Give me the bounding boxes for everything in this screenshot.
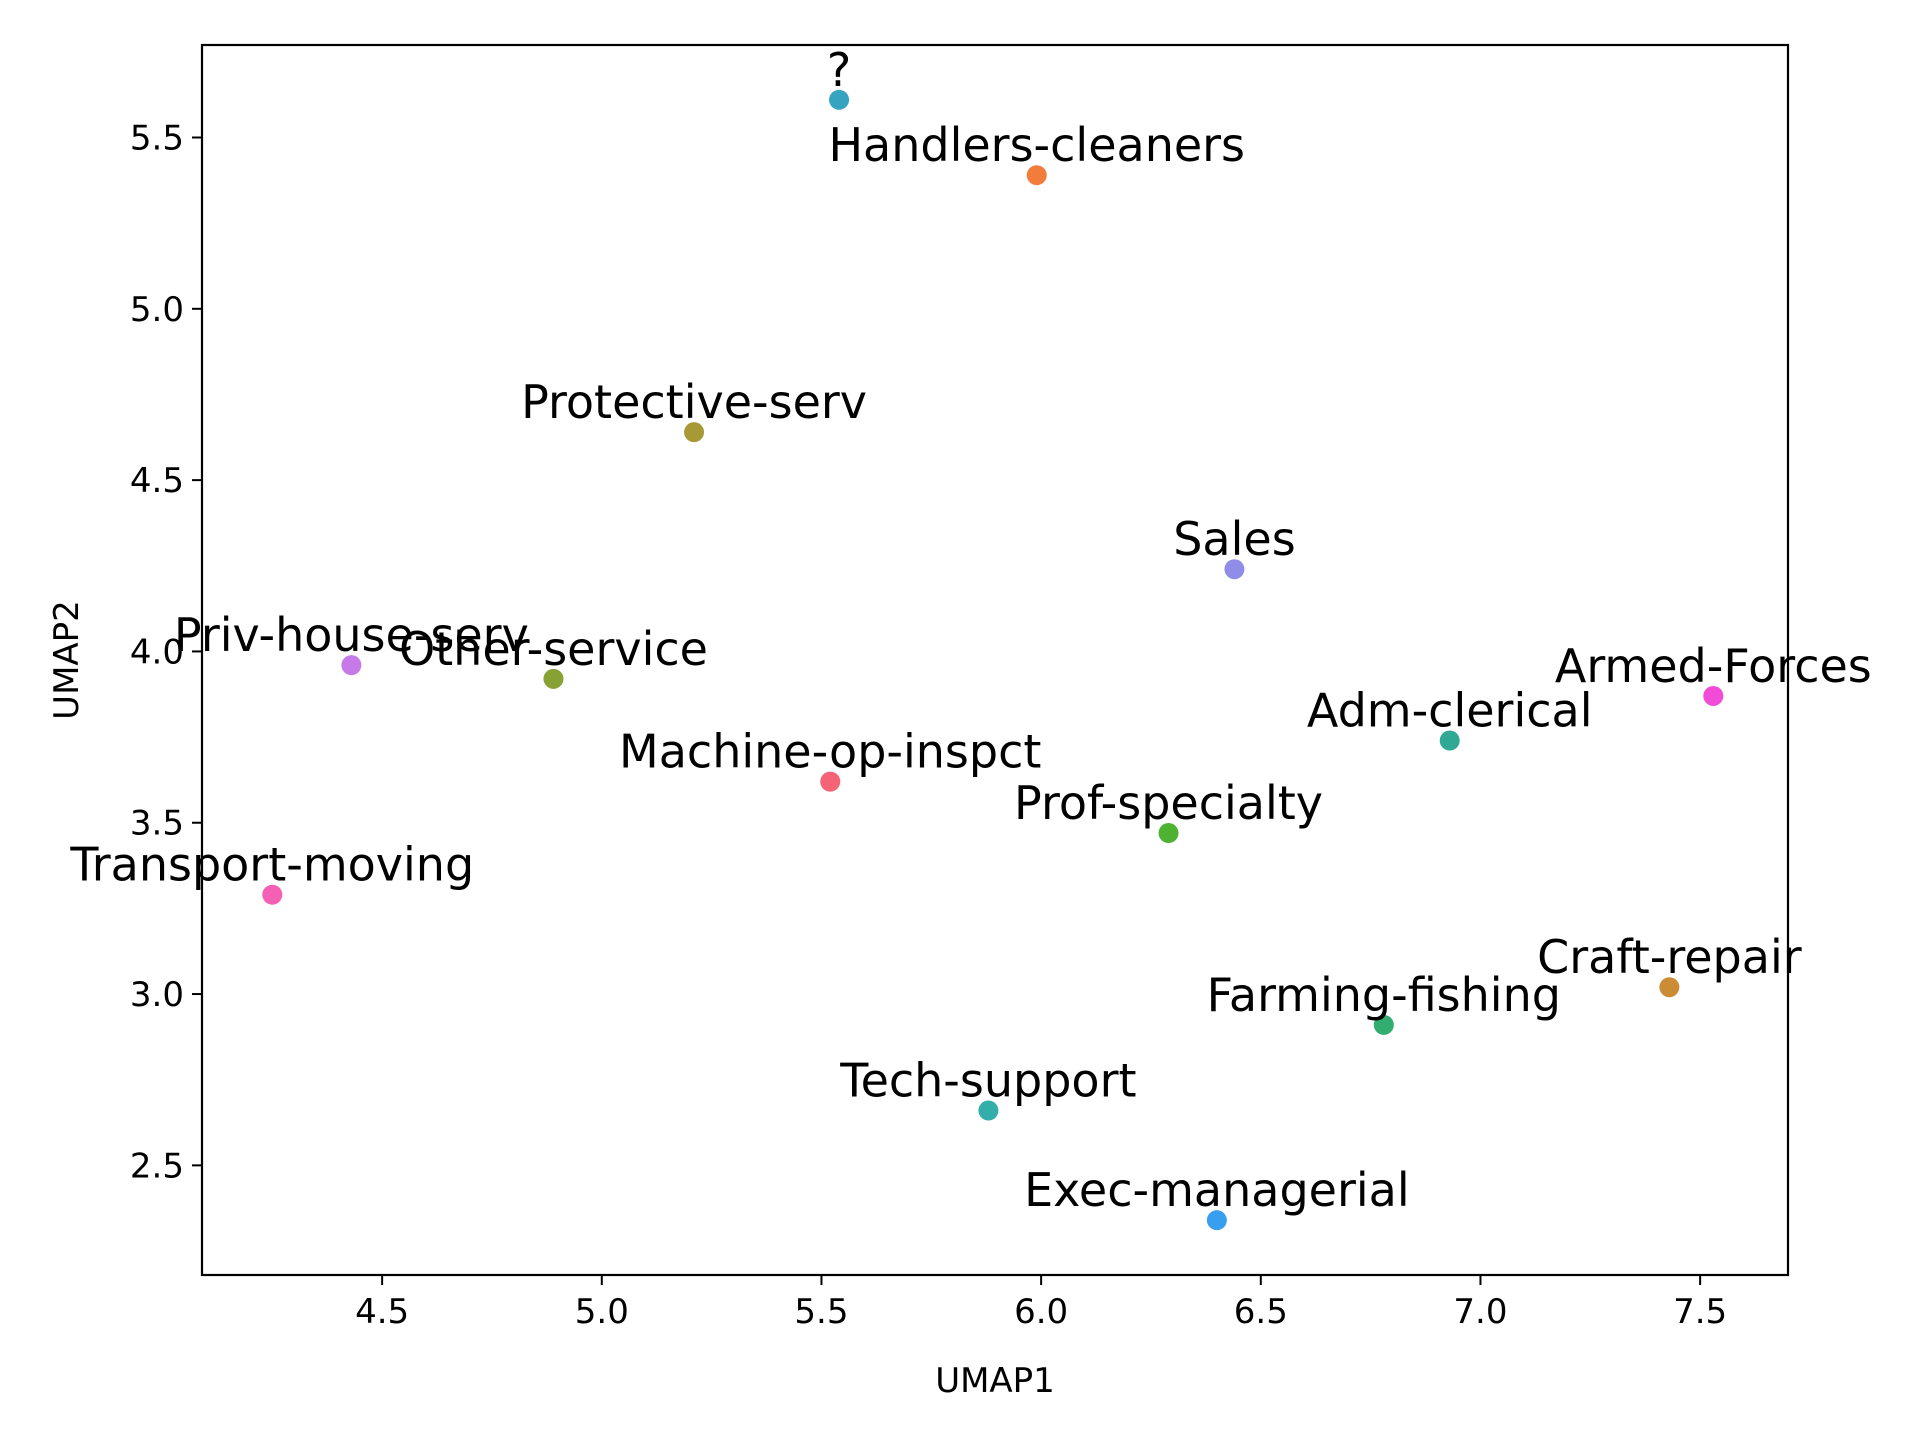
data-point-label: Machine-op-inspct <box>619 725 1041 779</box>
y-axis-label: UMAP2 <box>47 600 87 720</box>
data-point <box>1206 1210 1227 1231</box>
data-point <box>341 655 362 676</box>
data-point <box>820 771 841 792</box>
data-labels: ? Handlers-cleaners Protective-serv Sales Pr… <box>69 43 1871 1217</box>
data-point <box>1659 977 1680 998</box>
plot-area-frame <box>200 43 1790 1277</box>
x-tick-label: 4.5 <box>355 1292 409 1332</box>
data-point <box>1373 1014 1394 1035</box>
data-point <box>1224 559 1245 580</box>
x-tick-label: 7.5 <box>1673 1292 1727 1332</box>
data-point-label: ? <box>827 43 851 97</box>
data-point-label: Adm-clerical <box>1307 684 1593 738</box>
x-axis-label: UMAP1 <box>935 1361 1055 1401</box>
data-point <box>978 1100 999 1121</box>
data-point <box>1158 823 1179 844</box>
x-axis-ticks: 4.5 5.0 5.5 6.0 6.5 7.0 7.5 <box>355 1275 1727 1332</box>
data-point-label: Transport-moving <box>69 838 474 892</box>
y-tick-label: 4.5 <box>130 461 184 501</box>
data-point <box>543 668 564 689</box>
data-point-label: Farming-fishing <box>1207 968 1561 1022</box>
data-point-label: Sales <box>1173 512 1295 566</box>
x-tick-label: 5.0 <box>575 1292 629 1332</box>
data-point <box>1026 165 1047 186</box>
y-axis-ticks: 2.5 3.0 3.5 4.0 4.5 5.0 5.5 <box>130 119 202 1186</box>
data-point <box>1439 730 1460 751</box>
x-tick-label: 6.5 <box>1234 1292 1288 1332</box>
data-point-label: Exec-managerial <box>1024 1163 1410 1217</box>
data-point-label: Protective-serv <box>521 375 867 429</box>
data-point-label: Handlers-cleaners <box>828 118 1245 172</box>
y-tick-label: 5.5 <box>130 119 184 159</box>
data-point-label: Other-service <box>399 622 708 676</box>
data-point-label: Priv-house-serv <box>174 608 529 662</box>
data-point <box>262 884 283 905</box>
y-tick-label: 3.0 <box>130 975 184 1015</box>
data-point <box>829 89 850 110</box>
x-tick-label: 7.0 <box>1453 1292 1507 1332</box>
data-point-label: Armed-Forces <box>1555 639 1872 693</box>
data-point <box>1703 685 1724 706</box>
data-point-label: Craft-repair <box>1537 930 1802 984</box>
y-tick-label: 5.0 <box>130 290 184 330</box>
y-tick-label: 3.5 <box>130 804 184 844</box>
y-tick-label: 4.0 <box>130 632 184 672</box>
data-point-label: Prof-specialty <box>1014 776 1323 830</box>
data-point-label: Tech-support <box>839 1054 1136 1108</box>
y-tick-label: 2.5 <box>130 1146 184 1186</box>
data-points <box>262 89 1724 1231</box>
x-tick-label: 6.0 <box>1014 1292 1068 1332</box>
data-point <box>684 422 705 443</box>
x-tick-label: 5.5 <box>794 1292 848 1332</box>
